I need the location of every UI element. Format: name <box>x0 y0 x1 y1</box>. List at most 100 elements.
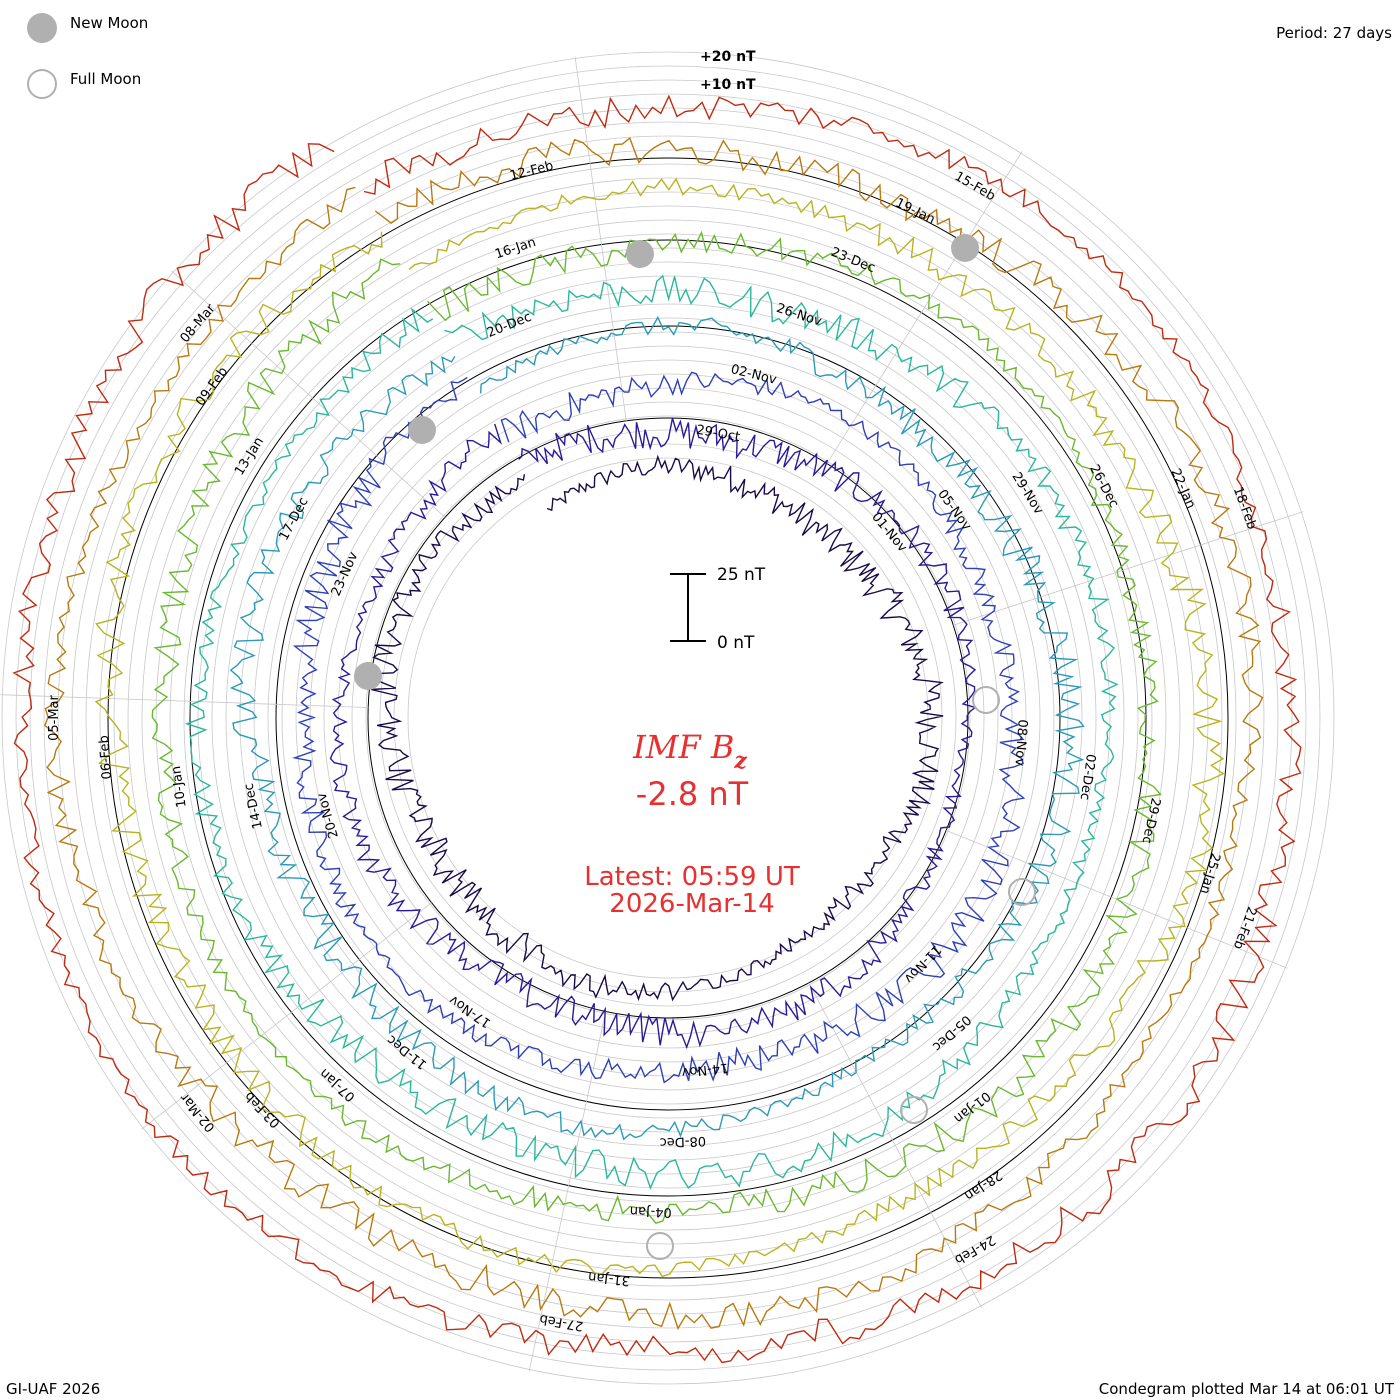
grid-circle <box>183 233 1153 1203</box>
grid-circle <box>351 401 985 1035</box>
imf-title-sub: z <box>733 748 747 774</box>
date-label: 17-Nov <box>447 992 494 1031</box>
date-label: 19-Jan <box>893 196 937 228</box>
date-label: 02-Dec <box>1077 753 1098 801</box>
grid-circle <box>365 415 971 1021</box>
scale-label-plus10: +10 nT <box>700 77 756 93</box>
grid-circle <box>15 65 1321 1371</box>
new-moon-marker <box>626 240 654 268</box>
grid-circle <box>323 373 1013 1063</box>
latest-date: 2026-Mar-14 <box>609 889 774 919</box>
date-label: 03-Feb <box>242 1088 284 1130</box>
bz-trace-turn-1 <box>329 418 977 1050</box>
day-spoke <box>826 151 1023 464</box>
new-moon-icon <box>27 13 57 43</box>
grid-circle <box>337 387 999 1049</box>
imf-title-main: IMF B <box>632 728 734 766</box>
full-moon-marker <box>972 686 1000 714</box>
date-label: 14-Nov <box>681 1060 729 1080</box>
grid-circle <box>29 79 1307 1357</box>
date-label: 08-Dec <box>659 1133 706 1150</box>
date-label: 21-Feb <box>1230 904 1259 951</box>
date-label: 12-Feb <box>508 159 555 184</box>
grid-circle <box>211 261 1125 1175</box>
period-label: Period: 27 days <box>1276 24 1392 42</box>
zero-baseline <box>275 325 1061 1111</box>
bz-trace-turn-5 <box>151 230 1162 1225</box>
date-label: 29-Nov <box>1008 470 1046 518</box>
full-moon-legend-label: Full Moon <box>70 70 141 88</box>
day-spokes <box>0 56 1304 1372</box>
plotted-timestamp: Condegram plotted Mar 14 at 06:01 UT <box>1099 1380 1395 1398</box>
date-label: 14-Dec <box>242 782 266 830</box>
bz-trace-turn-2 <box>292 371 1026 1084</box>
date-label: 16-Jan <box>493 235 538 262</box>
day-spoke <box>574 56 627 421</box>
date-label: 06-Feb <box>97 735 115 780</box>
full-moon-marker <box>646 1232 674 1260</box>
full-moon-marker <box>900 1096 928 1124</box>
bz-trace-turn-7 <box>44 136 1264 1331</box>
date-label: 28-Jan <box>961 1167 1004 1203</box>
grid-circle <box>169 219 1167 1217</box>
new-moon-marker <box>951 234 979 262</box>
bz-trace-turn-4 <box>184 274 1119 1190</box>
bz-trace-turn-8 <box>12 94 1302 1364</box>
date-label: 20-Dec <box>485 310 534 341</box>
date-label: 23-Dec <box>829 245 878 276</box>
date-label: 05-Dec <box>929 1012 974 1054</box>
full-moon-icon <box>27 69 57 99</box>
date-label: 02-Nov <box>729 362 778 388</box>
grid-circle <box>71 121 1265 1315</box>
day-spoke <box>141 902 432 1130</box>
bz-trace-turn-3 <box>229 315 1085 1141</box>
grid-circle <box>197 247 1139 1189</box>
grid-circle <box>43 93 1293 1343</box>
scale-bar-top-label: 25 nT <box>717 565 766 585</box>
date-label: 05-Mar <box>47 694 62 740</box>
grid-circle <box>113 163 1223 1273</box>
date-label: 04-Jan <box>630 1203 672 1219</box>
new-moon-marker <box>408 416 436 444</box>
date-label: 09-Feb <box>193 364 231 409</box>
grid-circle <box>1 51 1335 1385</box>
grid-circle <box>309 359 1027 1077</box>
moon-markers <box>354 234 1036 1260</box>
day-spoke <box>528 1011 607 1372</box>
full-moon-marker <box>1008 878 1036 906</box>
scale-bar-bottom-label: 0 nT <box>717 633 755 653</box>
date-label: 08-Nov <box>1011 719 1029 767</box>
day-spoke <box>953 511 1304 626</box>
grid-circle <box>225 275 1111 1161</box>
day-spoke <box>808 982 982 1308</box>
grid-circle <box>379 429 957 1007</box>
grid-circle <box>155 205 1181 1231</box>
new-moon-marker <box>354 662 382 690</box>
grid-circle <box>57 107 1279 1329</box>
date-label: 01-Jan <box>951 1088 993 1126</box>
scale-label-plus20: +20 nT <box>700 49 756 65</box>
day-spoke <box>171 270 446 518</box>
grid-circle <box>281 331 1055 1105</box>
date-label: 31-Jan <box>587 1269 630 1288</box>
grid-circle <box>295 345 1041 1091</box>
zero-baseline <box>367 417 969 1019</box>
bz-traces <box>12 94 1302 1364</box>
bz-current-value: -2.8 nT <box>636 775 749 813</box>
bz-trace-turn-0 <box>369 454 944 1002</box>
zero-baseline <box>189 239 1147 1197</box>
new-moon-legend-label: New Moon <box>70 14 148 32</box>
latest-time: Latest: 05:59 UT <box>584 862 800 892</box>
date-label: 10-Jan <box>169 765 190 809</box>
zero-baseline <box>107 157 1229 1279</box>
grid-circle <box>239 289 1097 1147</box>
grid-circle <box>85 135 1251 1301</box>
date-label: 29-Dec <box>1139 796 1163 844</box>
grid-circle <box>127 177 1209 1259</box>
grid-circle <box>253 303 1083 1133</box>
grid-circle <box>141 191 1195 1245</box>
credit-label: GI-UAF 2026 <box>6 1380 100 1398</box>
grid-circle <box>407 457 929 979</box>
bz-trace-turn-6 <box>94 177 1225 1278</box>
